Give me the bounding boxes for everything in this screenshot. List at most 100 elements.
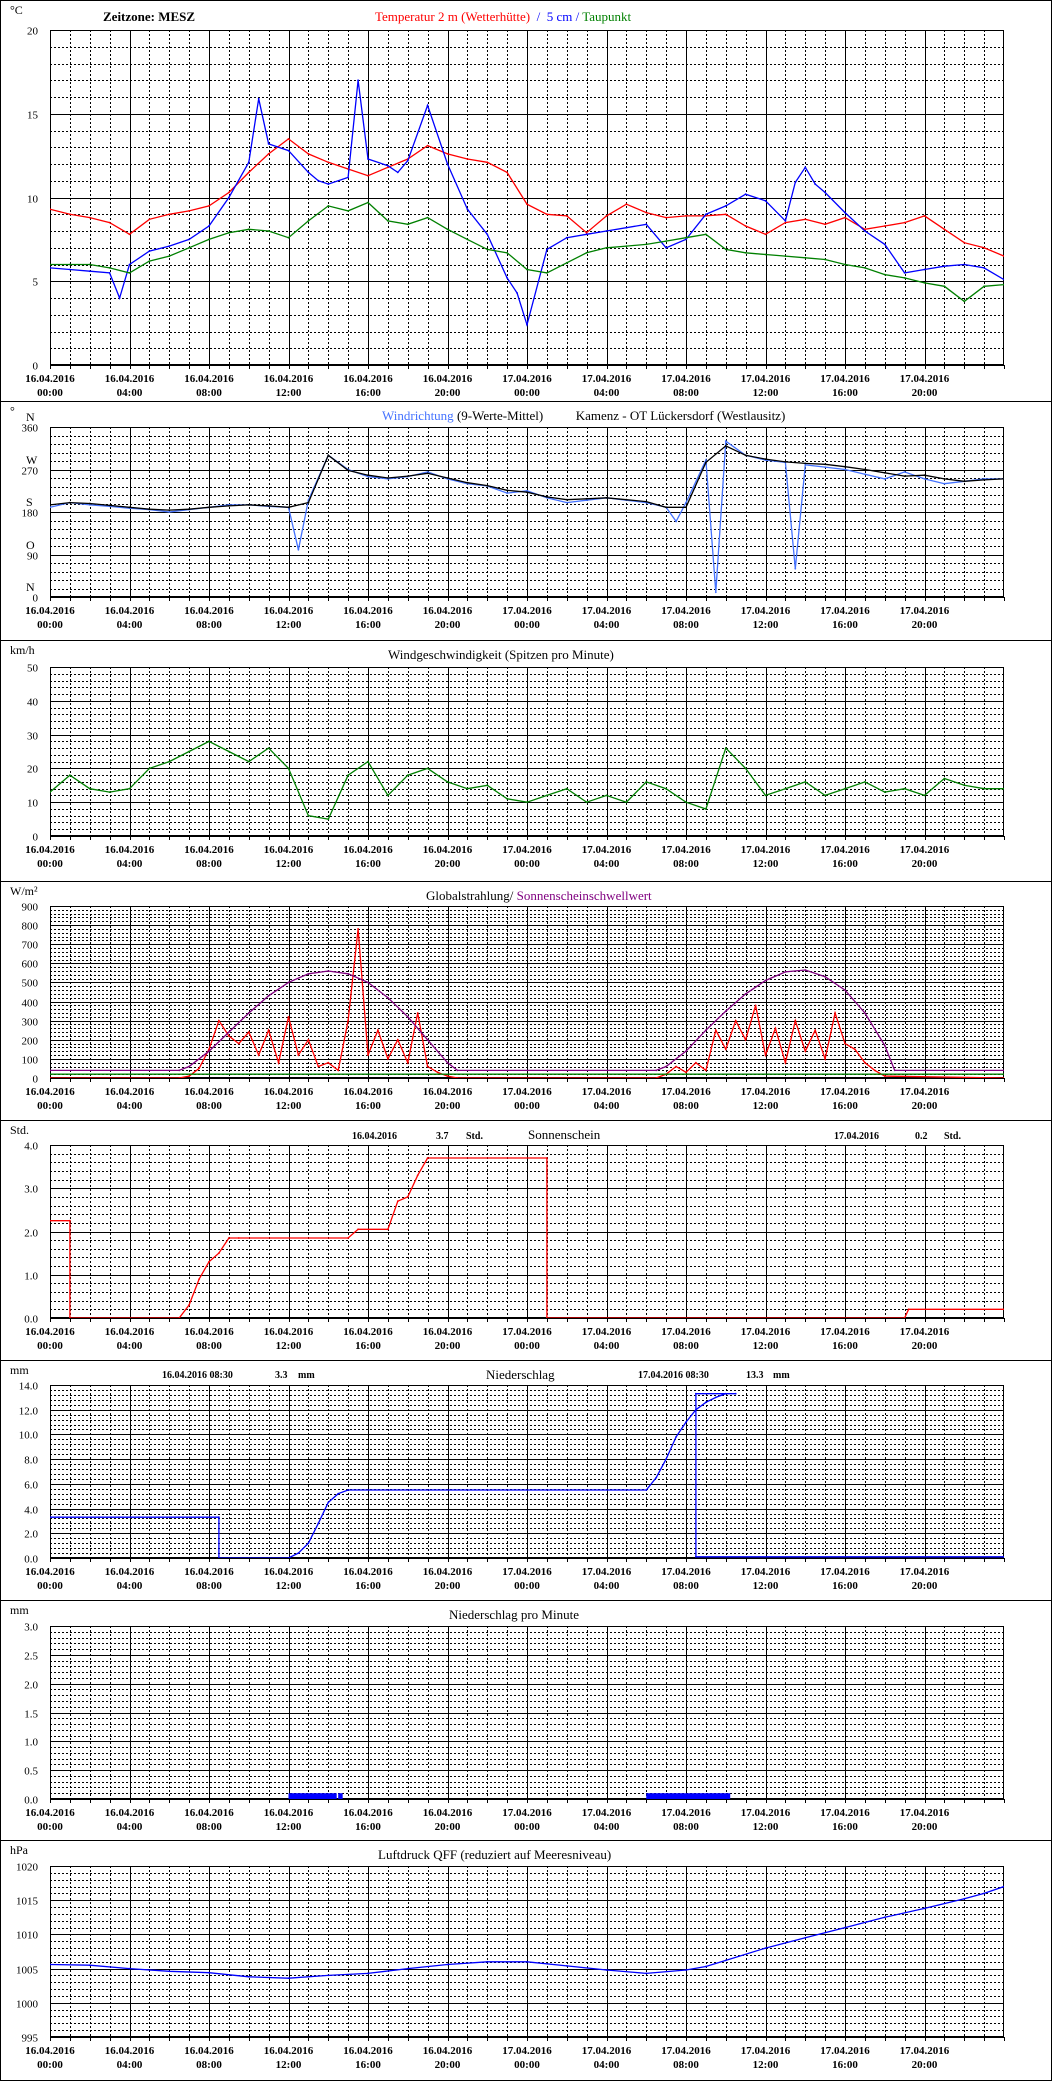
x-tick-date: 17.04.2016 bbox=[820, 844, 870, 856]
precip-bar bbox=[725, 1793, 731, 1799]
data-point bbox=[1003, 1555, 1004, 1558]
y-tick-label: 40 bbox=[27, 697, 39, 709]
chart-title: Niederschlag pro Minute bbox=[449, 1607, 579, 1622]
data-point bbox=[883, 273, 886, 276]
data-point bbox=[69, 501, 71, 504]
x-tick-date: 17.04.2016 bbox=[582, 2045, 632, 2057]
precip-bar bbox=[709, 1793, 715, 1799]
x-tick-time: 12:00 bbox=[753, 1580, 779, 1592]
data-point bbox=[724, 205, 727, 207]
x-tick-date: 17.04.2016 bbox=[582, 844, 632, 856]
x-tick-time: 00:00 bbox=[514, 1340, 540, 1352]
x-tick-time: 04:00 bbox=[594, 1580, 620, 1592]
data-point bbox=[784, 461, 787, 463]
x-tick-date: 17.04.2016 bbox=[661, 605, 711, 617]
data-point bbox=[347, 774, 349, 777]
data-point bbox=[665, 240, 667, 243]
x-tick-date: 16.04.2016 bbox=[184, 1807, 234, 1819]
data-point bbox=[784, 255, 787, 257]
data-point bbox=[387, 477, 389, 479]
y-tick-label: 1.5 bbox=[24, 1709, 38, 1721]
data-point bbox=[267, 1029, 270, 1032]
data-point bbox=[903, 787, 906, 790]
data-point bbox=[526, 323, 528, 326]
chart-title-part: (9-Werte-Mittel) bbox=[454, 408, 544, 423]
data-point bbox=[645, 1489, 648, 1491]
x-tick-time: 16:00 bbox=[355, 619, 381, 631]
annotation-unit: Std. bbox=[944, 1131, 961, 1142]
data-point bbox=[426, 1157, 429, 1159]
annotation-date: 17.04.2016 bbox=[834, 1131, 879, 1142]
x-tick-date: 16.04.2016 bbox=[25, 1807, 75, 1819]
data-point bbox=[665, 1065, 667, 1068]
data-point bbox=[446, 163, 449, 165]
chart-title: Globalstrahlung/ Sonnenscheinschwellwert bbox=[426, 888, 652, 903]
data-point bbox=[426, 767, 429, 770]
series-line-radiation-1 bbox=[50, 969, 1004, 1072]
chart-title-part: Windrichtung bbox=[382, 408, 454, 423]
data-point bbox=[605, 794, 608, 797]
data-point bbox=[794, 181, 797, 184]
data-point bbox=[267, 505, 270, 507]
data-point bbox=[50, 263, 51, 266]
data-point bbox=[923, 794, 926, 797]
data-point bbox=[208, 205, 210, 207]
data-point bbox=[665, 1458, 667, 1460]
data-point bbox=[883, 1044, 886, 1047]
data-point bbox=[705, 808, 707, 810]
data-point bbox=[526, 489, 528, 492]
precip-bar bbox=[304, 1793, 309, 1799]
x-tick-time: 04:00 bbox=[117, 387, 143, 399]
data-point bbox=[168, 213, 171, 216]
data-point bbox=[327, 1061, 330, 1064]
x-tick-date: 16.04.2016 bbox=[184, 605, 234, 617]
data-point bbox=[883, 225, 886, 227]
y-tick-label: 0.0 bbox=[24, 1554, 38, 1566]
precip-bar bbox=[666, 1793, 671, 1799]
data-point bbox=[307, 501, 310, 504]
x-tick-date: 17.04.2016 bbox=[820, 605, 870, 617]
data-point bbox=[943, 482, 946, 485]
data-point bbox=[307, 972, 310, 975]
data-point bbox=[69, 213, 71, 216]
data-point bbox=[387, 220, 389, 222]
y-tick-label: 1005 bbox=[16, 1965, 39, 1977]
data-point bbox=[506, 489, 508, 492]
data-point bbox=[963, 1897, 966, 1900]
data-point bbox=[585, 251, 588, 254]
data-point bbox=[88, 787, 91, 790]
grid bbox=[50, 667, 1004, 837]
data-point bbox=[665, 506, 667, 509]
x-tick-date: 17.04.2016 bbox=[820, 2045, 870, 2057]
y-tick-label: 0.0 bbox=[24, 1795, 38, 1807]
data-point bbox=[685, 215, 687, 217]
x-tick-time: 16:00 bbox=[832, 2059, 858, 2071]
data-point bbox=[387, 166, 389, 169]
data-point bbox=[625, 498, 628, 501]
data-point bbox=[108, 272, 111, 274]
chart-panel-precip_min: 0.0 0.5 1.0 1.5 2.0 2.5 3.0 mm Niederschlag pro … bbox=[0, 1600, 1052, 1833]
data-point bbox=[188, 750, 191, 753]
x-tick-time: 16:00 bbox=[355, 2059, 381, 2071]
data-point bbox=[228, 191, 230, 194]
precip-bar bbox=[312, 1793, 317, 1799]
y-tick-label: 6.0 bbox=[24, 1480, 38, 1492]
data-point bbox=[705, 1965, 707, 1968]
data-point bbox=[546, 794, 548, 797]
chart-title: Windgeschwindigkeit (Spitzen pro Minute) bbox=[388, 647, 614, 662]
precip-bar bbox=[662, 1793, 667, 1799]
data-point bbox=[754, 1004, 757, 1007]
data-point bbox=[307, 153, 310, 155]
x-tick-date: 17.04.2016 bbox=[741, 1566, 791, 1578]
data-point bbox=[824, 466, 826, 468]
timezone-label: Zeitzone: MESZ bbox=[103, 9, 195, 24]
data-point bbox=[69, 1317, 71, 1318]
data-point bbox=[605, 230, 608, 232]
x-tick-time: 20:00 bbox=[435, 387, 461, 399]
x-tick-date: 17.04.2016 bbox=[820, 1807, 870, 1819]
data-point bbox=[426, 1065, 429, 1068]
y-tick-label: 1020 bbox=[16, 1862, 39, 1874]
x-tick-date: 17.04.2016 bbox=[900, 605, 950, 617]
data-point bbox=[645, 1972, 648, 1975]
data-point bbox=[784, 971, 787, 973]
